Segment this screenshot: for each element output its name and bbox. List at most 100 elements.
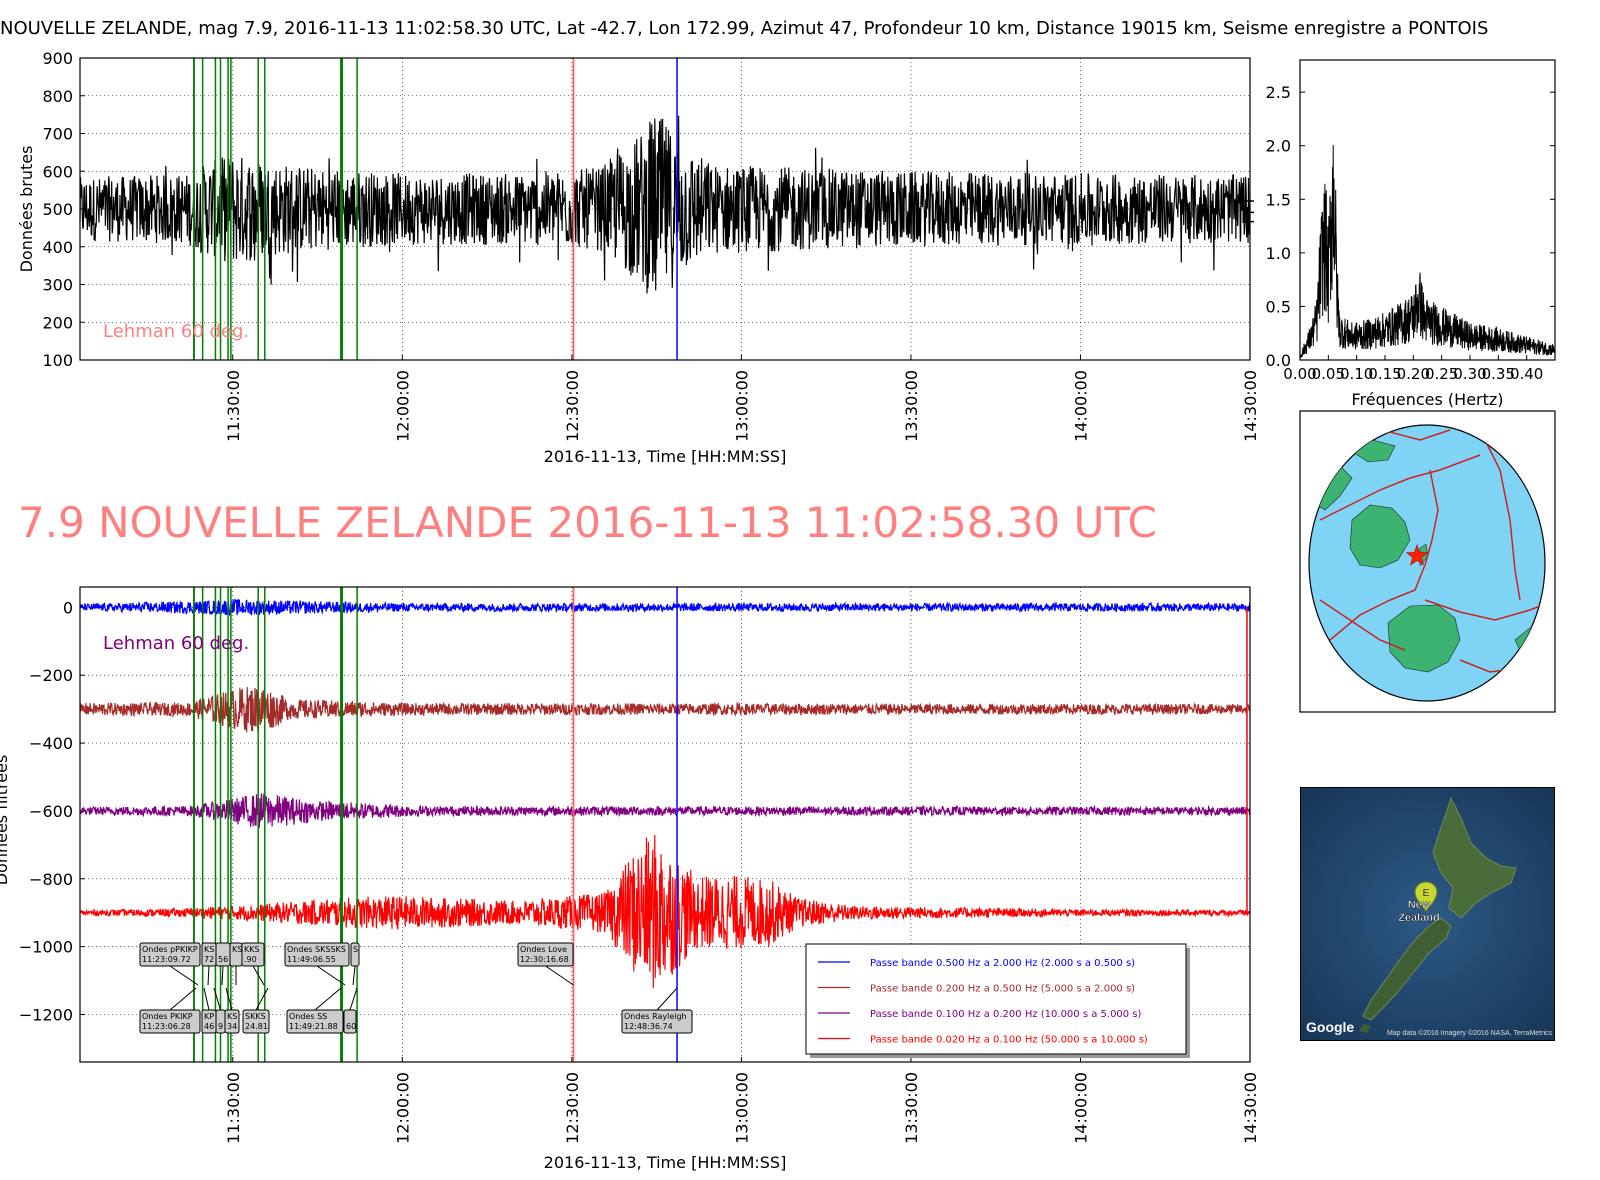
phase-label-time: .90 [244, 955, 257, 964]
fft-frame [1299, 59, 1556, 361]
phase-label-name: S [353, 945, 358, 954]
phase-label-name: Ondes Rayleigh [624, 1012, 687, 1021]
fft-ytick-label: 0.5 [1266, 297, 1291, 316]
phase-label-lower: 60 [343, 987, 358, 1034]
phase-label-arrow [207, 965, 210, 986]
raw-xtick-label: 13:30:00 [902, 370, 921, 442]
phase-label-arrow [203, 987, 210, 1011]
phase-label-time: 11:23:09.72 [142, 955, 191, 964]
phase-label-time: 34 [227, 1022, 237, 1031]
raw-ytick-label: 600 [42, 162, 73, 181]
filt-xtick-label: 13:00:00 [732, 1072, 751, 1144]
map-marker[interactable]: E [1414, 881, 1438, 912]
phase-label-name: SKKS [245, 1012, 266, 1021]
fft-ytick-label: 1.0 [1266, 244, 1291, 263]
phase-label-time: 11:49:06.55 [287, 955, 336, 964]
raw-ytick-label: 200 [42, 313, 73, 332]
phase-label-arrow [352, 965, 356, 986]
phase-label-time: 12:48:36.74 [624, 1022, 673, 1031]
phase-label-time: 24.81 [245, 1022, 268, 1031]
legend-label: Passe bande 0.200 Hz a 0.500 Hz (5.000 s… [870, 984, 1135, 995]
filt-xtick-label: 14:30:00 [1241, 1072, 1260, 1144]
map-attribution: Map data ©2016 Imagery ©2016 NASA, Terra… [1387, 1029, 1553, 1037]
phase-label-time: 72 [204, 955, 214, 964]
filt-xtick-label: 11:30:00 [224, 1072, 243, 1144]
place-label-line1: New [1408, 899, 1431, 911]
fft-xtick-label: 0.40 [1510, 365, 1543, 383]
plate-boundaries [1319, 429, 1545, 673]
fft-ytick-label: 2.5 [1266, 83, 1291, 102]
filt-ytick-label: −1200 [19, 1006, 73, 1025]
fft-xtick-label: 0.15 [1368, 365, 1401, 383]
fft-trace [1299, 144, 1556, 359]
raw-xtick-label: 11:30:00 [224, 370, 243, 442]
phase-label-arrow [213, 987, 221, 1011]
stewart-island [1359, 1024, 1371, 1033]
fft-xlabel: Fréquences (Hertz) [1351, 390, 1503, 409]
phase-label-name: Ondes Love [520, 945, 567, 954]
sea-area [1301, 788, 1554, 1040]
raw-xtick-label: 12:00:00 [393, 370, 412, 442]
spectrum-panel: 0.00.51.01.52.02.50.000.050.100.150.200.… [1239, 59, 1556, 409]
legend-label: Passe bande 0.020 Hz a 0.100 Hz (50.000 … [870, 1035, 1148, 1046]
phase-label-name: KS [204, 945, 214, 954]
phase-label-time: 56 [218, 955, 228, 964]
filt-ytick-label: −200 [29, 666, 73, 685]
fft-xtick-label: 0.10 [1340, 365, 1373, 383]
raw-ytick-label: 800 [42, 87, 73, 106]
plate-boundary [1479, 429, 1521, 601]
phase-label-upper: KS [229, 942, 243, 985]
phase-label-time: 46 [204, 1022, 214, 1031]
raw-lehman-label: Lehman 60 deg. [103, 321, 249, 342]
phase-label-upper: KKS.90 [241, 942, 265, 986]
figure-title: NOUVELLE ZELANDE, mag 7.9, 2016-11-13 11… [0, 18, 1489, 39]
raw-ytick-label: 400 [42, 238, 73, 257]
raw-ytick-label: 300 [42, 276, 73, 295]
north-island [1432, 796, 1517, 919]
plate-boundary [1329, 469, 1439, 641]
filt-ytick-label: 0 [63, 598, 73, 617]
phase-label-arrow [252, 965, 265, 986]
fft-xtick-label: 0.20 [1397, 365, 1430, 383]
raw-xtick-label: 12:30:00 [563, 370, 582, 442]
filt-xtick-label: 12:30:00 [563, 1072, 582, 1144]
filt-xtick-label: 12:00:00 [393, 1072, 412, 1144]
raw-xlabel: 2016-11-13, Time [HH:MM:SS] [544, 447, 787, 466]
filt-ylabel: Données filtrées [0, 755, 11, 886]
fft-xtick-label: 0.35 [1482, 365, 1515, 383]
phase-label-arrow [314, 987, 342, 1011]
antarctica-land [1387, 604, 1461, 673]
legend-label: Passe bande 0.100 Hz a 0.200 Hz (10.000 … [870, 1009, 1142, 1020]
raw-ylabel: Données brutes [17, 146, 36, 273]
epicenter-star [1405, 544, 1429, 566]
filt-trace-band-3 [79, 793, 1251, 828]
filt-trace-band-2 [79, 686, 1251, 733]
filt-xtick-label: 13:30:00 [902, 1072, 921, 1144]
fft-ytick-label: 0.0 [1266, 351, 1291, 370]
phase-label-upper: 56 [215, 942, 231, 986]
phase-label-time: 60 [346, 1022, 356, 1031]
south-island [1362, 917, 1452, 1021]
fft-xtick-label: 0.25 [1425, 365, 1458, 383]
phase-label-time: 11:23:06.28 [142, 1022, 191, 1031]
phase-label-arrow [349, 987, 358, 1011]
globe-map-panel [1299, 410, 1556, 713]
event-headline: 7.9 NOUVELLE ZELANDE 2016-11-13 11:02:58… [18, 498, 1157, 547]
plate-boundary [1424, 599, 1545, 621]
satellite-map: E New Zealand Google Map data ©2016 Imag… [1301, 788, 1554, 1040]
marker-letter: E [1423, 888, 1430, 899]
phase-label-arrow [316, 965, 346, 986]
phase-label-arrow [656, 987, 678, 1011]
phase-label-name: KP [204, 1012, 214, 1021]
filt-xtick-label: 14:00:00 [1071, 1072, 1090, 1144]
phase-label-name: Ondes SKSSKS [287, 945, 346, 954]
filt-ytick-label: −600 [29, 802, 73, 821]
